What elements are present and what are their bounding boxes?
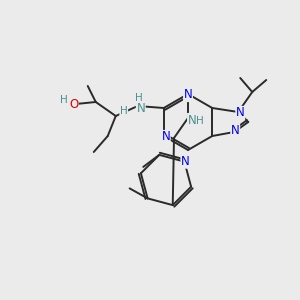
Text: N: N: [231, 124, 240, 137]
Text: N: N: [136, 101, 145, 115]
Text: H: H: [135, 93, 142, 103]
Text: H: H: [196, 116, 204, 126]
Text: H: H: [60, 95, 68, 105]
Text: N: N: [181, 155, 190, 168]
Text: N: N: [184, 88, 192, 101]
Text: N: N: [236, 106, 244, 119]
Text: N: N: [161, 130, 170, 143]
Text: N: N: [188, 113, 196, 127]
Text: H: H: [120, 106, 127, 116]
Text: O: O: [69, 98, 78, 112]
